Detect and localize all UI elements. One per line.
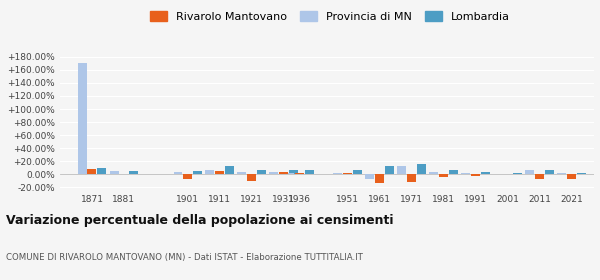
Bar: [280, 172, 289, 174]
Bar: [110, 171, 119, 174]
Bar: [557, 173, 566, 174]
Bar: [513, 173, 522, 174]
Bar: [407, 174, 416, 182]
Bar: [226, 166, 234, 174]
Bar: [334, 173, 343, 174]
Bar: [430, 172, 438, 174]
Bar: [257, 170, 266, 174]
Bar: [130, 171, 139, 174]
Bar: [173, 172, 182, 174]
Bar: [461, 173, 470, 174]
Bar: [385, 166, 394, 174]
Bar: [77, 64, 86, 174]
Bar: [286, 173, 295, 174]
Bar: [295, 173, 304, 174]
Bar: [375, 174, 384, 183]
Bar: [205, 170, 214, 174]
Bar: [184, 174, 193, 179]
Text: Variazione percentuale della popolazione ai censimenti: Variazione percentuale della popolazione…: [6, 214, 394, 227]
Bar: [353, 170, 362, 174]
Bar: [545, 170, 554, 174]
Bar: [88, 169, 97, 174]
Bar: [449, 170, 458, 174]
Bar: [535, 174, 544, 179]
Bar: [193, 171, 202, 174]
Bar: [471, 174, 480, 176]
Bar: [365, 174, 374, 179]
Bar: [247, 174, 256, 181]
Bar: [439, 174, 448, 177]
Text: COMUNE DI RIVAROLO MANTOVANO (MN) - Dati ISTAT - Elaborazione TUTTITALIA.IT: COMUNE DI RIVAROLO MANTOVANO (MN) - Dati…: [6, 253, 363, 262]
Bar: [417, 164, 426, 174]
Bar: [481, 172, 490, 174]
Bar: [215, 171, 224, 174]
Legend: Rivarolo Mantovano, Provincia di MN, Lombardia: Rivarolo Mantovano, Provincia di MN, Lom…: [151, 11, 509, 22]
Bar: [269, 172, 278, 174]
Bar: [577, 173, 586, 174]
Bar: [397, 166, 406, 174]
Bar: [289, 170, 298, 174]
Bar: [567, 174, 576, 179]
Bar: [238, 172, 247, 174]
Bar: [525, 170, 534, 174]
Bar: [305, 170, 314, 174]
Bar: [97, 168, 106, 174]
